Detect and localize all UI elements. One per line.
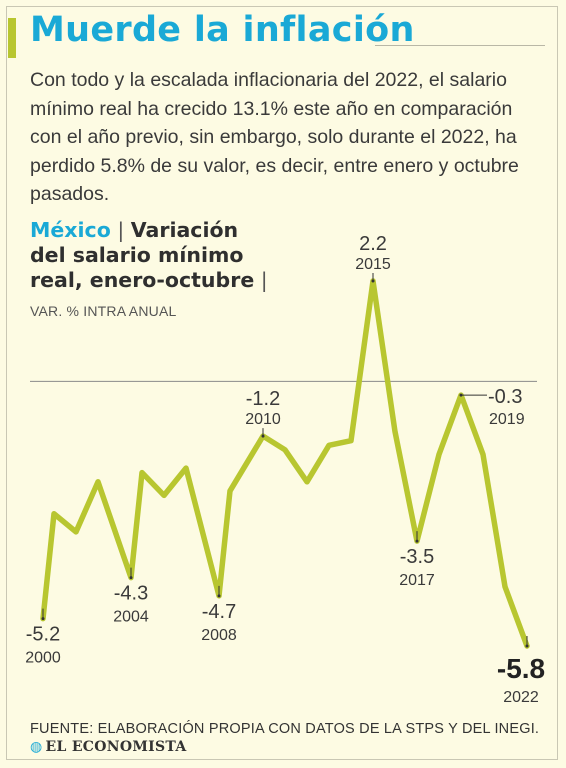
chart-title-separator-end: | <box>254 268 268 292</box>
annotation-year: 2019 <box>489 411 525 428</box>
annotation-year: 2004 <box>113 609 149 626</box>
annotation-value: -4.7 <box>202 601 236 623</box>
intro-paragraph: Con todo y la escalada inflacionaria del… <box>30 69 519 205</box>
annotation-year: 2008 <box>201 627 237 644</box>
annotation-dot <box>217 594 221 598</box>
annotation-value: -3.5 <box>400 546 434 568</box>
title-rule <box>375 45 545 46</box>
annotation-dot <box>129 576 133 580</box>
chart-title-separator: | <box>110 218 131 242</box>
chart-unit-label: VAR. % INTRA ANUAL <box>30 303 177 319</box>
publisher-name: EL ECONOMISTA <box>45 739 187 755</box>
logo-mark-icon: ◍ <box>30 739 43 755</box>
title-accent-bar <box>8 18 16 58</box>
annotation-dot <box>525 644 529 648</box>
chart-title-text: Variación del salario mínimo real, enero… <box>30 218 255 292</box>
annotation-year: 2017 <box>399 572 435 589</box>
annotation-dot <box>41 617 45 621</box>
annotation-year: 2022 <box>503 689 539 706</box>
annotation-value: -1.2 <box>246 388 280 410</box>
annotation-value: -5.2 <box>26 624 60 646</box>
source-note: FUENTE: ELABORACIÓN PROPIA CON DATOS DE … <box>30 721 540 737</box>
annotation-year: 2015 <box>355 256 391 273</box>
page-title: Muerde la inflación <box>30 10 415 50</box>
annotation-value: -5.8 <box>497 653 545 684</box>
annotation-value: 2.2 <box>359 233 387 255</box>
annotation-year: 2010 <box>245 411 281 428</box>
annotation-value: -0.3 <box>488 386 522 408</box>
chart-title-country: México <box>30 218 111 242</box>
frame-border <box>6 6 558 760</box>
chart-title: México | Variación del salario mínimo re… <box>30 218 280 293</box>
publisher-logo: ◍ EL ECONOMISTA <box>30 739 187 755</box>
annotation-value: -4.3 <box>114 583 148 605</box>
annotation-dot <box>415 539 419 543</box>
annotation-year: 2000 <box>25 650 61 667</box>
